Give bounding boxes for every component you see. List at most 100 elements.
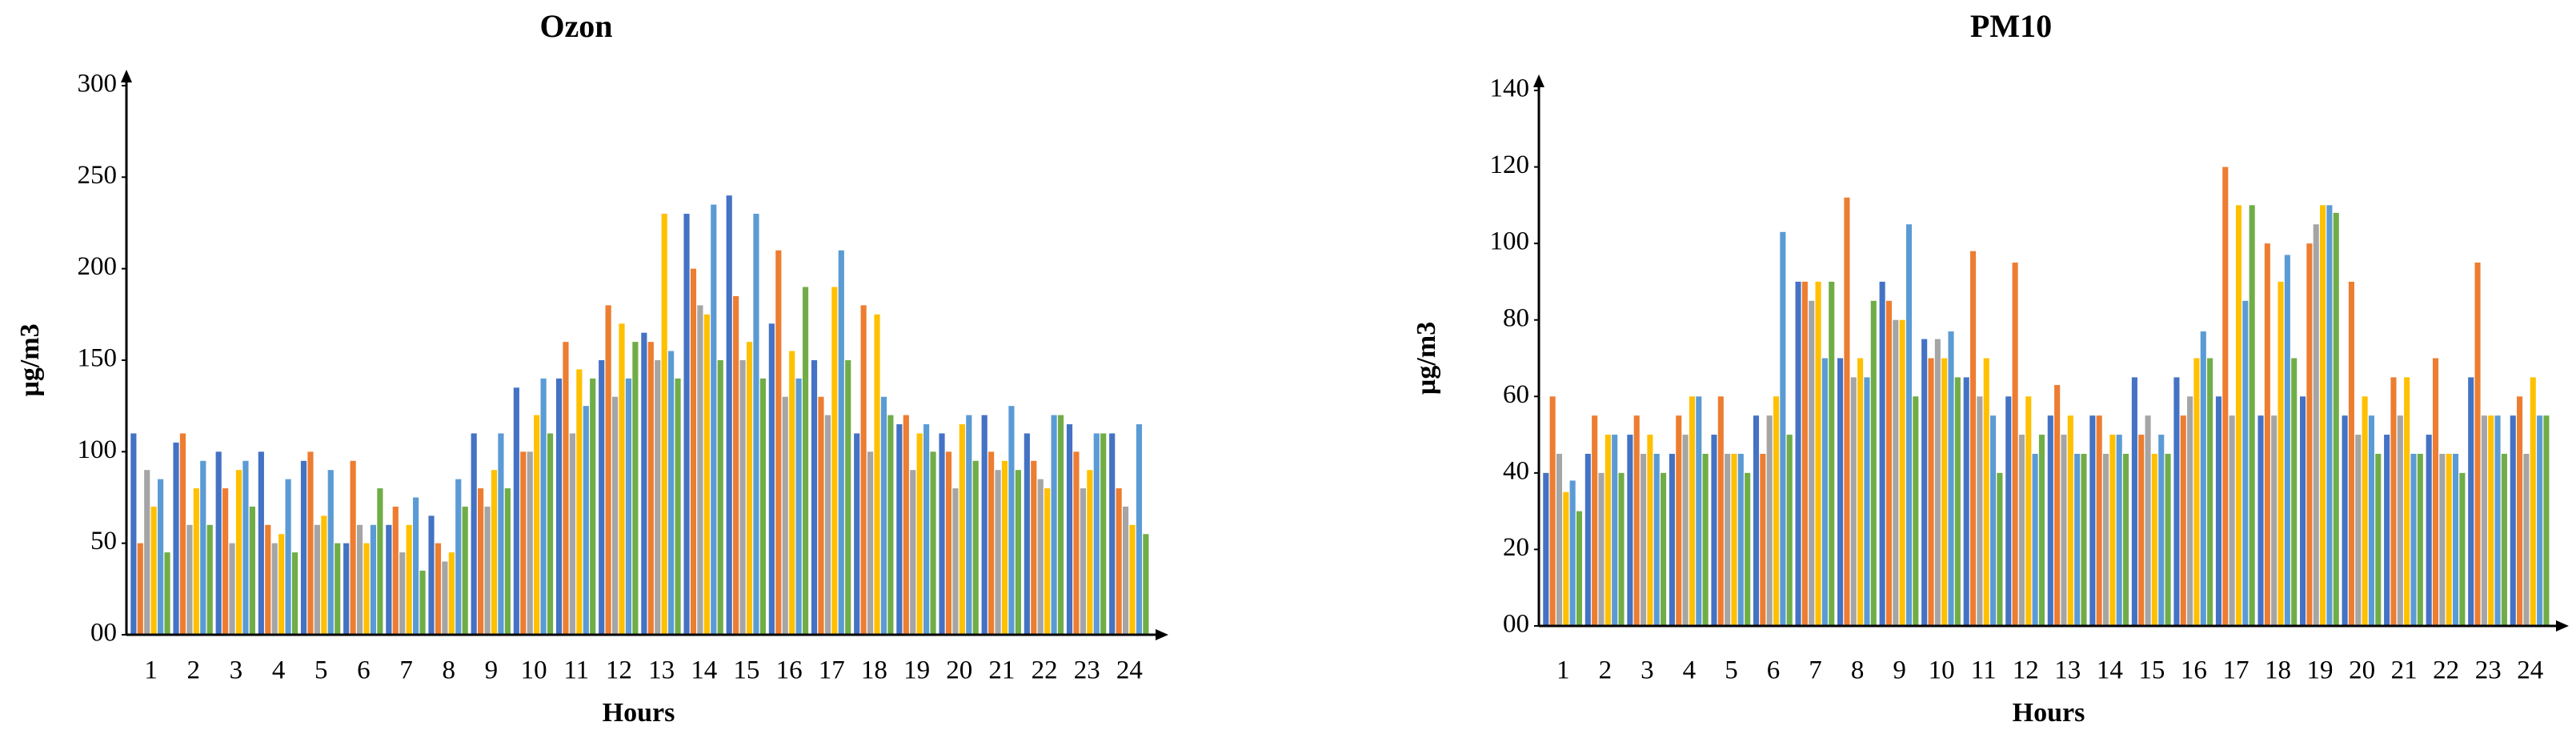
chart-title: Ozon xyxy=(539,8,612,44)
bar xyxy=(867,451,874,635)
bar xyxy=(300,460,307,635)
bar xyxy=(2474,263,2481,626)
x-tick-label: 2 xyxy=(1599,656,1613,685)
bar xyxy=(2284,255,2290,626)
x-tick-label: 21 xyxy=(2391,656,2418,685)
bar xyxy=(945,451,952,635)
bar xyxy=(2032,453,2038,626)
bar xyxy=(2122,453,2129,626)
bar xyxy=(2452,453,2459,626)
x-tick-label: 23 xyxy=(2475,656,2502,685)
bar xyxy=(2264,243,2270,626)
bar xyxy=(314,524,320,635)
bar xyxy=(1870,300,1877,626)
bar xyxy=(2158,435,2165,626)
bar xyxy=(534,415,540,635)
bar xyxy=(1899,319,1905,626)
bar xyxy=(498,433,504,635)
bar xyxy=(2116,435,2122,626)
x-tick-label: 14 xyxy=(2097,656,2123,685)
bar xyxy=(1885,300,1893,626)
bar xyxy=(413,497,419,635)
bar xyxy=(1753,415,1760,626)
y-axis-label: µg/m3 xyxy=(1412,322,1441,395)
bar xyxy=(1844,197,1850,627)
bar xyxy=(930,451,936,635)
bar xyxy=(2537,415,2543,626)
bar xyxy=(2207,358,2213,626)
bar xyxy=(1941,358,1948,626)
bar xyxy=(1641,453,1647,626)
bar xyxy=(2459,472,2466,626)
bar xyxy=(2523,453,2530,626)
bar xyxy=(2355,435,2362,626)
bar xyxy=(2306,243,2313,626)
bar xyxy=(2481,415,2487,626)
bar xyxy=(1837,358,1844,626)
bar xyxy=(356,524,363,635)
bar xyxy=(1773,396,1780,626)
bar xyxy=(1745,472,1751,626)
bar xyxy=(2067,415,2073,626)
bar xyxy=(854,433,860,635)
bar xyxy=(1584,453,1591,626)
bar xyxy=(2439,453,2446,626)
bar xyxy=(307,451,314,635)
x-tick-label: 17 xyxy=(2222,656,2249,685)
bar xyxy=(478,488,484,635)
bar xyxy=(484,506,491,635)
x-tick-label: 4 xyxy=(1683,656,1697,685)
x-tick-label: 4 xyxy=(272,656,286,685)
bar xyxy=(1676,415,1682,626)
bar xyxy=(753,214,759,636)
bar xyxy=(2242,300,2249,626)
bar xyxy=(1543,472,1549,626)
bar xyxy=(874,314,880,635)
bar xyxy=(2432,358,2439,626)
bar xyxy=(173,442,179,635)
bar xyxy=(845,360,851,635)
bar xyxy=(235,470,242,635)
bar xyxy=(599,360,605,635)
bar xyxy=(896,424,903,635)
y-tick-label: 50 xyxy=(90,527,117,555)
bar xyxy=(1661,472,1667,626)
y-tick-label: 20 xyxy=(1503,533,1529,562)
bar xyxy=(1044,488,1051,635)
x-tick-label: 23 xyxy=(1074,656,1100,685)
bar xyxy=(726,195,732,635)
bar xyxy=(655,360,661,635)
bar xyxy=(583,406,589,635)
bar xyxy=(200,460,206,635)
bar xyxy=(2271,415,2278,626)
x-tick-label: 3 xyxy=(230,656,243,685)
bar xyxy=(1970,251,1977,626)
bar xyxy=(2131,377,2137,626)
bar xyxy=(1556,453,1563,626)
bar xyxy=(2510,415,2516,626)
bar xyxy=(285,479,291,635)
x-tick-label: 12 xyxy=(606,656,632,685)
x-tick-label: 9 xyxy=(1893,656,1906,685)
x-tick-label: 22 xyxy=(2433,656,2459,685)
y-tick-label: 00 xyxy=(90,619,117,648)
bar xyxy=(2426,435,2432,626)
bar xyxy=(1612,435,1618,626)
bar xyxy=(1109,433,1116,635)
x-tick-label: 19 xyxy=(2307,656,2334,685)
x-tick-label: 13 xyxy=(648,656,675,685)
x-tick-label: 8 xyxy=(443,656,456,685)
bar xyxy=(2410,453,2417,626)
bar xyxy=(838,250,844,635)
bar xyxy=(321,515,327,635)
bar xyxy=(1702,453,1709,626)
bar xyxy=(2005,396,2012,626)
x-tick-label: 12 xyxy=(2013,656,2039,685)
x-tick-label: 7 xyxy=(399,656,413,685)
bar xyxy=(1001,460,1008,635)
bar xyxy=(2180,415,2186,626)
bar xyxy=(2517,396,2523,626)
bar xyxy=(406,524,412,635)
bar xyxy=(1928,358,1934,626)
x-tick-label: 15 xyxy=(733,656,759,685)
